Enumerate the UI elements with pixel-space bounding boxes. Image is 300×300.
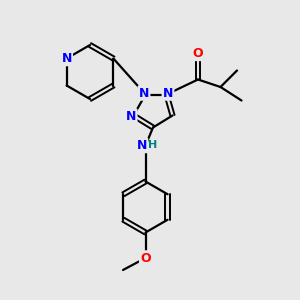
Text: N: N	[61, 52, 72, 65]
Text: H: H	[148, 140, 158, 150]
Text: N: N	[139, 86, 149, 100]
Text: O: O	[140, 251, 151, 265]
Text: O: O	[193, 47, 203, 60]
Text: N: N	[126, 110, 136, 123]
Text: N: N	[137, 139, 147, 152]
Text: N: N	[163, 86, 173, 100]
